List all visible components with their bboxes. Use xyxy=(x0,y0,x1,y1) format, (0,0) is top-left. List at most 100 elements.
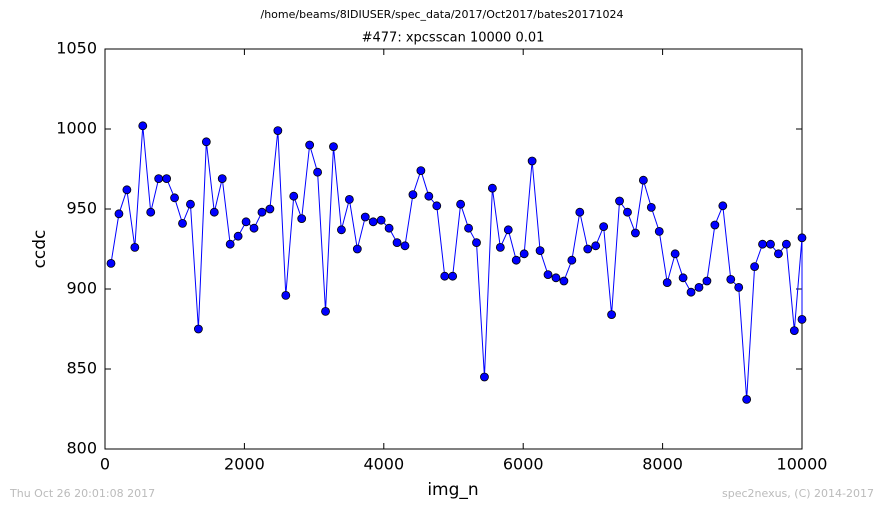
data-point xyxy=(408,190,418,200)
data-point xyxy=(209,207,219,217)
data-point xyxy=(750,262,760,272)
data-point xyxy=(424,191,434,201)
y-tick-label: 950 xyxy=(66,199,97,218)
data-point xyxy=(734,282,744,292)
x-tick-label: 10000 xyxy=(777,455,828,474)
data-point xyxy=(464,223,473,233)
y-tick-label: 1000 xyxy=(56,119,97,138)
data-point xyxy=(337,225,346,235)
x-axis-label: img_n xyxy=(427,480,478,500)
data-point xyxy=(289,191,299,201)
data-point xyxy=(281,290,291,300)
footer-timestamp: Thu Oct 26 20:01:08 2017 xyxy=(9,487,155,500)
data-point xyxy=(599,222,609,232)
data-point xyxy=(591,241,601,251)
data-point xyxy=(249,223,259,233)
y-tick-label: 800 xyxy=(66,439,97,458)
data-point xyxy=(217,174,227,184)
data-point xyxy=(432,201,442,211)
data-point xyxy=(400,241,410,251)
data-point xyxy=(774,249,783,259)
data-point xyxy=(797,233,807,243)
data-point xyxy=(567,255,577,265)
data-point xyxy=(201,137,211,147)
data-point xyxy=(233,231,243,241)
data-point xyxy=(559,276,569,286)
data-point xyxy=(225,239,235,249)
data-point xyxy=(670,249,680,259)
data-point xyxy=(615,196,624,206)
data-point xyxy=(527,156,537,166)
data-point xyxy=(257,207,267,217)
data-point xyxy=(384,223,394,233)
data-point xyxy=(344,194,354,204)
chart-title: #477: xpcsscan 10000 0.01 xyxy=(362,31,545,46)
chart-suptitle: /home/beams/8IDIUSER/spec_data/2017/Oct2… xyxy=(261,8,624,21)
data-point xyxy=(511,255,521,265)
data-point xyxy=(106,258,116,268)
data-point xyxy=(305,140,315,150)
data-point xyxy=(551,273,561,283)
data-point xyxy=(789,326,799,336)
y-axis-label: ccdc xyxy=(30,230,50,269)
data-point xyxy=(797,314,807,324)
data-line xyxy=(110,125,803,400)
data-point xyxy=(352,244,362,254)
data-point xyxy=(170,193,179,203)
data-point xyxy=(178,218,187,228)
data-point xyxy=(193,324,203,334)
data-point xyxy=(480,372,489,382)
data-point xyxy=(718,201,728,211)
data-point xyxy=(694,282,704,292)
data-point xyxy=(273,126,283,136)
x-tick-label: 8000 xyxy=(642,455,683,474)
data-point xyxy=(607,310,616,320)
data-point xyxy=(146,207,156,217)
data-point xyxy=(742,394,752,404)
data-point xyxy=(710,220,720,230)
data-point xyxy=(781,239,791,249)
data-point xyxy=(766,239,775,249)
data-point xyxy=(638,175,648,185)
data-point xyxy=(162,174,172,184)
data-point xyxy=(313,167,322,177)
data-point xyxy=(686,287,696,297)
data-point xyxy=(416,166,426,176)
y-tick-label: 1050 xyxy=(56,39,97,58)
x-tick-label: 0 xyxy=(100,455,110,474)
data-point xyxy=(448,271,458,281)
data-point xyxy=(758,239,767,249)
x-tick-label: 6000 xyxy=(503,455,544,474)
data-point xyxy=(678,273,688,283)
data-point xyxy=(297,214,307,224)
footer-credit: spec2nexus, (C) 2014-2017 xyxy=(722,487,874,500)
data-point xyxy=(360,212,370,222)
x-tick-label: 2000 xyxy=(224,455,265,474)
data-point xyxy=(186,199,195,209)
data-point xyxy=(495,242,505,252)
data-point xyxy=(487,183,497,193)
data-point xyxy=(138,121,148,131)
data-point xyxy=(543,270,553,280)
data-point xyxy=(265,204,275,214)
data-point xyxy=(662,278,672,288)
data-point xyxy=(114,209,124,219)
data-point xyxy=(241,217,251,227)
data-point xyxy=(440,271,450,281)
data-point xyxy=(122,185,132,195)
data-point xyxy=(623,207,632,217)
data-point xyxy=(503,225,513,235)
data-point xyxy=(154,174,164,184)
x-tick-label: 4000 xyxy=(363,455,404,474)
data-point xyxy=(472,238,481,248)
y-tick-label: 900 xyxy=(66,279,97,298)
data-point xyxy=(726,274,736,284)
y-tick-label: 850 xyxy=(66,359,97,378)
data-point xyxy=(368,217,378,227)
plot-frame xyxy=(104,48,803,450)
data-point xyxy=(376,215,386,225)
data-point xyxy=(392,238,402,248)
data-point xyxy=(130,242,140,252)
